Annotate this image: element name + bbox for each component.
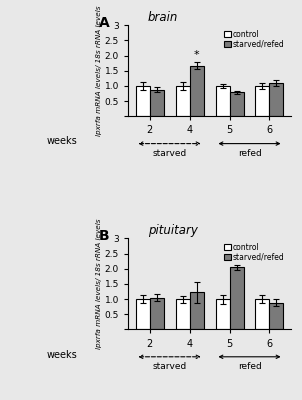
Text: refed: refed: [238, 362, 261, 371]
Text: *: *: [234, 253, 239, 263]
Bar: [175, 299, 190, 330]
Text: A: A: [99, 16, 110, 30]
Bar: [190, 292, 204, 330]
Bar: [216, 299, 230, 330]
Bar: [136, 299, 149, 330]
Bar: [190, 66, 204, 116]
Text: weeks: weeks: [47, 350, 78, 360]
Legend: control, starved/refed: control, starved/refed: [222, 27, 287, 51]
Text: *: *: [194, 50, 199, 60]
Bar: [230, 267, 243, 330]
Text: weeks: weeks: [47, 136, 78, 146]
Y-axis label: lpxrfa mRNA levels/ 18s rRNA levels: lpxrfa mRNA levels/ 18s rRNA levels: [96, 6, 102, 136]
Bar: [175, 86, 190, 116]
Bar: [269, 83, 284, 116]
Text: pituitary: pituitary: [148, 224, 198, 237]
Legend: control, starved/refed: control, starved/refed: [222, 240, 287, 264]
Bar: [136, 86, 149, 116]
Text: refed: refed: [238, 149, 261, 158]
Bar: [149, 90, 163, 116]
Text: brain: brain: [148, 11, 178, 24]
Bar: [255, 86, 269, 116]
Y-axis label: lpxrfa mRNA levels/ 18s rRNA levels: lpxrfa mRNA levels/ 18s rRNA levels: [96, 219, 102, 349]
Text: starved: starved: [153, 362, 187, 371]
Text: starved: starved: [153, 149, 187, 158]
Bar: [230, 92, 243, 116]
Bar: [269, 303, 284, 330]
Bar: [216, 86, 230, 116]
Bar: [255, 299, 269, 330]
Bar: [149, 298, 163, 330]
Text: B: B: [99, 229, 109, 243]
